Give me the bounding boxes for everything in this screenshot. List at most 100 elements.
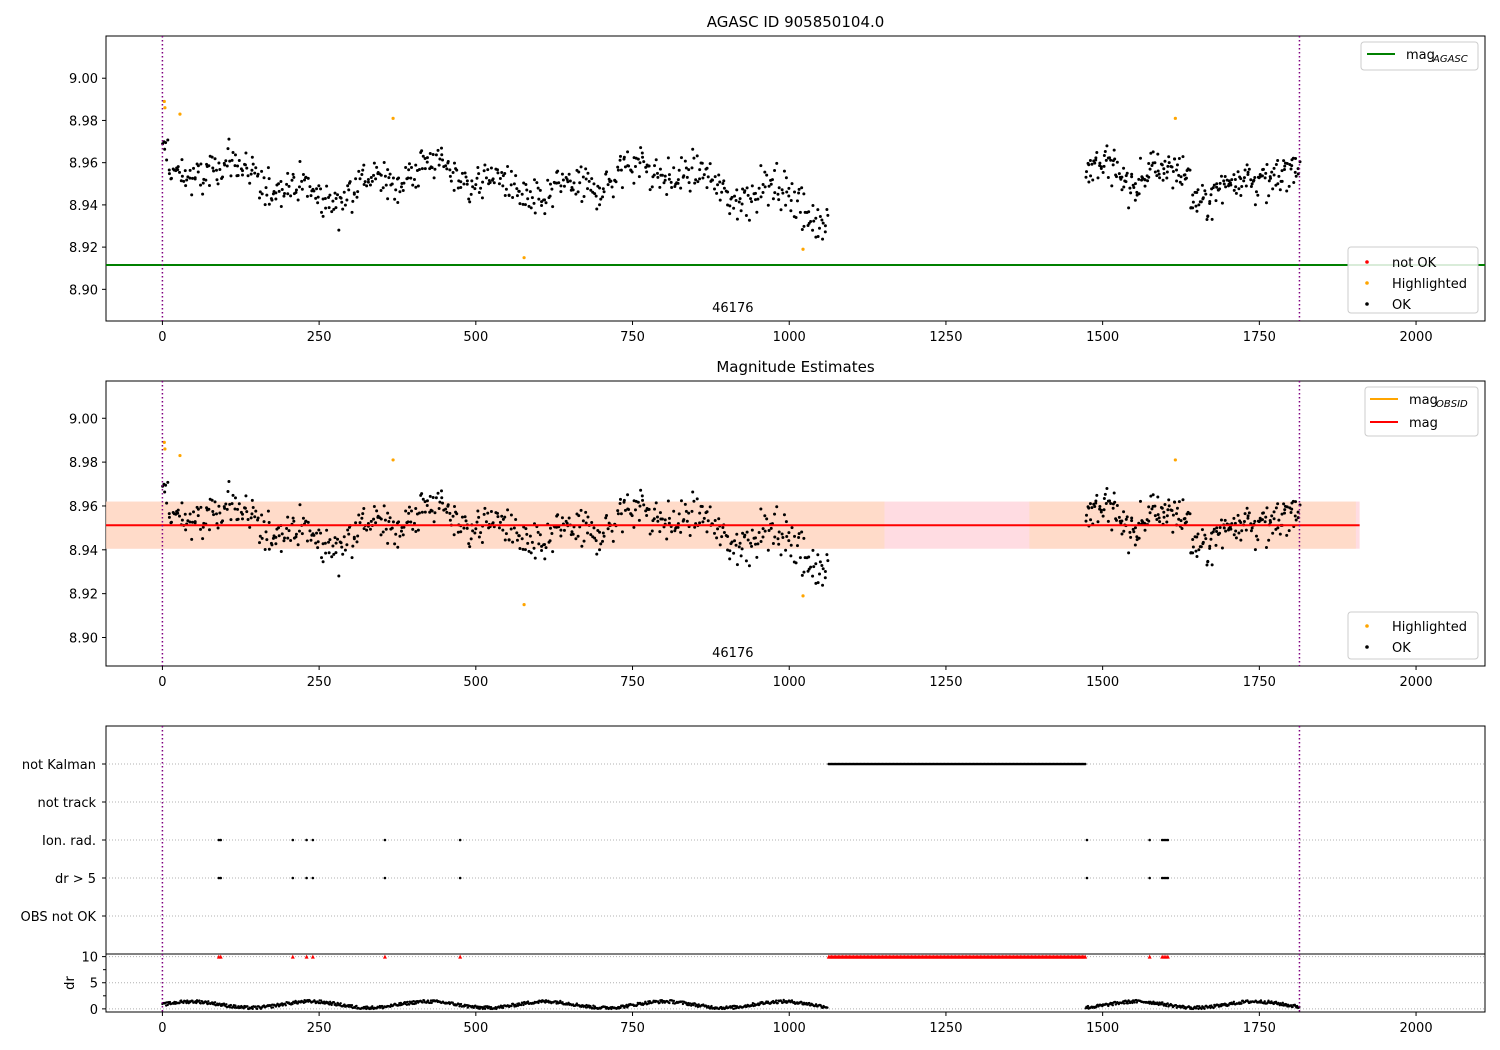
ok-point: [233, 164, 237, 168]
ok-point: [705, 510, 709, 514]
ok-point: [231, 150, 235, 154]
ok-point: [305, 539, 309, 543]
ok-point: [339, 196, 343, 200]
ok-point: [639, 488, 643, 492]
ok-point: [1130, 519, 1134, 523]
ok-point: [233, 153, 237, 157]
ok-point: [511, 196, 515, 200]
ok-point: [258, 534, 262, 538]
ok-point: [324, 551, 328, 555]
ok-point: [562, 528, 566, 532]
ok-point: [233, 507, 237, 511]
ok-point: [280, 188, 284, 192]
ok-point: [1112, 148, 1116, 152]
flag-point: [1164, 876, 1168, 880]
flag-row-label: OBS not OK: [21, 910, 97, 925]
ok-point: [460, 515, 464, 519]
ok-point: [797, 191, 801, 195]
ok-point: [1285, 533, 1289, 537]
ok-point: [1106, 519, 1110, 523]
ok-point: [190, 537, 194, 541]
ok-point: [673, 529, 677, 533]
ok-point: [821, 221, 825, 225]
ok-point: [1197, 548, 1201, 552]
ok-point: [1209, 537, 1213, 541]
ok-point: [237, 158, 241, 162]
dr-point: [1159, 1003, 1163, 1006]
ok-point: [1120, 519, 1124, 523]
ok-point: [224, 502, 228, 506]
ok-point: [700, 161, 704, 165]
ok-point: [743, 533, 747, 537]
ok-point: [1191, 537, 1195, 541]
ok-point: [798, 556, 802, 560]
highlighted-point: [391, 116, 395, 120]
ok-point: [328, 538, 332, 542]
legend-label: Highlighted: [1392, 277, 1467, 292]
ok-point: [196, 164, 200, 168]
ok-point: [818, 226, 822, 230]
flag-point: [458, 838, 462, 842]
ok-point: [331, 544, 335, 548]
ok-point: [468, 545, 472, 549]
ok-point: [656, 175, 660, 179]
ok-point: [1282, 511, 1286, 515]
ok-point: [1293, 170, 1297, 174]
ok-point: [309, 194, 313, 198]
ok-point: [274, 535, 278, 539]
ok-point: [1197, 203, 1201, 207]
ok-point: [225, 507, 229, 511]
ok-point: [538, 188, 542, 192]
ok-point: [622, 498, 626, 502]
ok-point: [784, 548, 788, 552]
ok-point: [682, 174, 686, 178]
mag-xtick-label: 750: [620, 675, 645, 690]
ok-point: [763, 529, 767, 533]
ok-point: [319, 531, 323, 535]
ok-point: [1127, 206, 1131, 210]
ok-point: [228, 159, 232, 163]
ok-point: [601, 539, 605, 543]
ok-point: [582, 195, 586, 199]
ok-point: [568, 179, 572, 183]
ok-point: [1264, 515, 1268, 519]
ok-point: [1201, 196, 1205, 200]
ok-point: [381, 530, 385, 534]
ok-point: [616, 509, 620, 513]
ok-point: [1105, 144, 1109, 148]
ok-point: [526, 541, 530, 545]
ok-point: [735, 217, 739, 221]
ok-point: [511, 540, 515, 544]
ok-point: [1124, 517, 1128, 521]
ok-point: [1200, 183, 1204, 187]
ok-point: [641, 498, 645, 502]
ok-point: [1242, 520, 1246, 524]
ok-point: [757, 186, 761, 190]
ok-point: [565, 521, 569, 525]
ok-point: [1195, 535, 1199, 539]
ok-point: [695, 154, 699, 158]
ok-point: [436, 491, 440, 495]
ok-point: [1260, 174, 1264, 178]
legend-point-swatch: [1365, 645, 1369, 649]
dr-point: [254, 1005, 257, 1008]
ok-point: [1276, 159, 1280, 163]
ok-point: [393, 197, 397, 201]
ok-point: [1163, 503, 1167, 507]
ok-point: [176, 165, 180, 169]
ok-point: [504, 532, 508, 536]
ok-point: [372, 173, 376, 177]
ok-point: [1285, 189, 1289, 193]
dr-point: [561, 1001, 564, 1004]
ok-point: [333, 536, 337, 540]
ok-point: [331, 199, 335, 203]
ok-point: [787, 531, 791, 535]
ok-point: [1175, 179, 1179, 183]
ok-point: [1128, 186, 1132, 190]
ok-point: [290, 178, 294, 182]
ok-point: [785, 190, 789, 194]
ok-point: [199, 183, 203, 187]
ok-point: [425, 499, 429, 503]
ok-point: [291, 516, 295, 520]
